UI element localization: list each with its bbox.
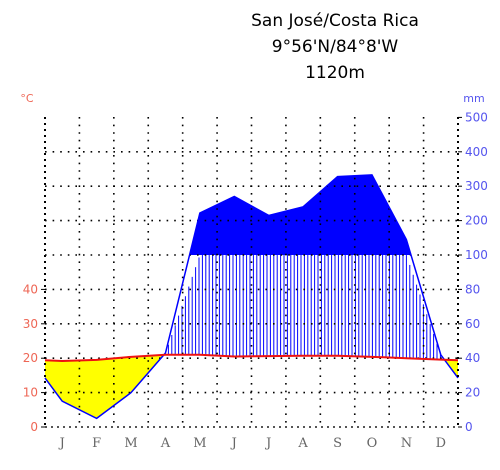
dry-season-area xyxy=(45,354,163,419)
month-label: M xyxy=(124,436,137,451)
precipitation-tick-label: 400 xyxy=(465,145,488,159)
precipitation-unit-label: mm xyxy=(463,92,484,105)
month-label: J xyxy=(58,436,65,451)
grid-lines xyxy=(45,117,458,427)
month-label: A xyxy=(160,436,171,451)
temperature-line xyxy=(44,353,459,362)
precipitation-tick-label: 40 xyxy=(465,351,480,365)
temperature-tick-label: 10 xyxy=(23,386,38,400)
precipitation-tick-label: 80 xyxy=(465,282,480,296)
month-label: O xyxy=(367,436,378,451)
month-label: N xyxy=(401,436,412,451)
month-label: J xyxy=(264,436,271,451)
temperature-tick-label: 20 xyxy=(23,351,38,365)
title-location: San José/Costa Rica xyxy=(251,11,419,31)
temperature-unit-label: °C xyxy=(20,92,34,105)
chart-title: San José/Costa Rica 9°56'N/84°8'W 1120m xyxy=(200,8,470,86)
temperature-tick-label: 30 xyxy=(23,317,38,331)
month-label: S xyxy=(333,436,342,451)
precipitation-tick-label: 200 xyxy=(465,214,488,228)
month-label: J xyxy=(230,436,237,451)
precipitation-line xyxy=(44,174,459,420)
temperature-tick-label: 0 xyxy=(30,420,38,434)
precipitation-tick-label: 60 xyxy=(465,317,480,331)
perhumid-area xyxy=(190,174,410,255)
temperature-tick-label: 40 xyxy=(23,282,38,296)
month-label: F xyxy=(92,436,101,451)
month-label: M xyxy=(193,436,206,451)
precipitation-tick-label: 20 xyxy=(465,386,480,400)
title-coordinates: 9°56'N/84°8'W xyxy=(271,37,399,57)
month-label: D xyxy=(436,436,446,451)
title-elevation: 1120m xyxy=(305,63,365,83)
axes xyxy=(41,116,462,428)
data-lines xyxy=(44,174,459,420)
precipitation-tick-label: 500 xyxy=(465,110,488,124)
month-label: A xyxy=(297,436,308,451)
precipitation-tick-label: 100 xyxy=(465,248,488,262)
precipitation-tick-label: 300 xyxy=(465,179,488,193)
climate-fills xyxy=(45,174,458,419)
precipitation-tick-label: 0 xyxy=(465,420,473,434)
